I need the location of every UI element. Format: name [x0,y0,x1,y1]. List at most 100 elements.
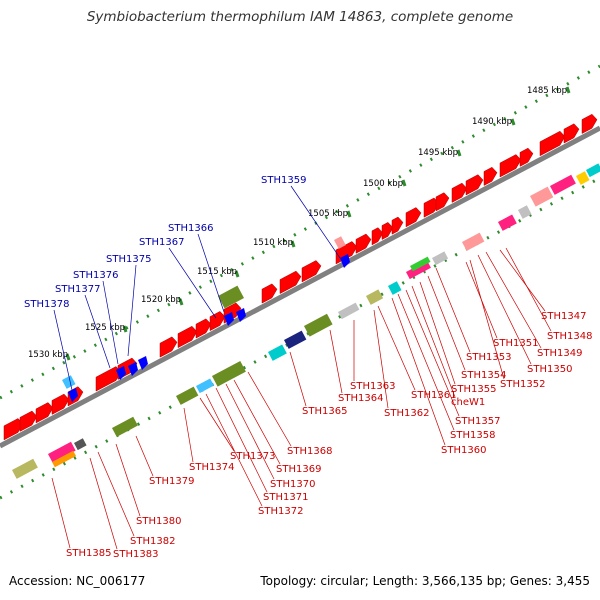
gene-label-sth1352[interactable]: STH1352 [500,379,545,390]
callout-line [419,281,456,385]
highlight-gene-arrow [236,308,246,322]
gene-label-sth1358[interactable]: STH1358 [450,430,495,441]
gene-label-sth1371[interactable]: STH1371 [263,492,308,503]
gene-annotation-box [196,378,214,394]
gene-arrow [391,216,404,235]
callout-line [199,397,235,452]
gene-annotation-box [176,386,199,405]
gene-annotation-box [74,438,87,451]
gene-label-sth1353[interactable]: STH1353 [466,352,511,363]
gene-annotation-box [211,360,246,387]
scale-major-tick [178,298,184,306]
gene-arrow [209,311,226,332]
callout-line [102,280,119,365]
gene-annotation-box [284,330,307,349]
gene-label-sth1370[interactable]: STH1370 [270,479,315,490]
gene-label-sth1359[interactable]: STH1359 [261,175,306,186]
gene-label-sth1354[interactable]: STH1354 [461,370,506,381]
scale-major-tick [565,86,571,94]
gene-label-group: STH1347 STH1348 STH1349 STH1350 STH1351 STH13… [24,175,592,560]
gene-label-sth1376[interactable]: STH1376 [73,270,118,281]
gene-label-sth1347[interactable]: STH1347 [541,311,586,322]
gene-label-sth1372[interactable]: STH1372 [258,506,303,517]
gene-annotation-box [12,458,38,479]
gene-annotation-box [576,171,590,185]
gene-label-sth1362[interactable]: STH1362 [384,408,429,419]
gene-label-sth1363[interactable]: STH1363 [350,381,395,392]
scale-major-tick [122,325,128,333]
scale-major-tick [401,179,407,187]
callout-line [115,443,141,517]
feature-track [3,113,600,479]
gene-annotation-box [365,289,384,305]
gene-label-sth1349[interactable]: STH1349 [537,348,582,359]
callout-line [435,267,471,353]
callout-line [197,233,225,313]
gene-annotation-box [550,174,576,195]
callout-line [485,251,542,349]
gene-label-sth1373[interactable]: STH1373 [230,451,275,462]
gene-label-sth1378[interactable]: STH1378 [24,299,69,310]
gene-arrow [261,283,278,304]
accession-text: Accession: NC_006177 [9,574,146,588]
gene-annotation-box [47,441,76,463]
gene-arrow [381,222,394,240]
highlight-gene-arrow [340,254,350,268]
gene-label-sth1351[interactable]: STH1351 [493,338,538,349]
gene-label-sth1380[interactable]: STH1380 [136,516,181,527]
gene-label-sth1361[interactable]: STH1361 [411,390,456,401]
gene-label-sth1364[interactable]: STH1364 [338,393,383,404]
gene-arrow [539,130,566,157]
gene-label-sth1357[interactable]: STH1357 [455,416,500,427]
gene-annotation-box [431,251,449,266]
gene-arrow [465,174,484,196]
callout-line [84,294,111,369]
highlight-gene-arrow [68,388,78,402]
gene-annotation-box [410,256,431,272]
genome-backbone [0,125,600,449]
gene-label-sth1383[interactable]: STH1383 [113,549,158,560]
callout-line [247,371,292,447]
callout-line [373,309,389,409]
gene-annotation-box [518,205,532,219]
gene-annotation-box [61,375,76,389]
gene-label-sth1377[interactable]: STH1377 [55,284,100,295]
gene-label-sth1366[interactable]: STH1366 [168,223,213,234]
gene-label-chew1[interactable]: cheW1 [451,397,485,408]
callout-line [53,309,73,391]
gene-annotation-box [497,214,517,231]
callout-line [205,393,263,507]
gene-label-sth1355[interactable]: STH1355 [451,384,496,395]
highlight-gene-arrow [224,312,234,326]
gene-label-sth1367[interactable]: STH1367 [139,237,184,248]
gene-label-sth1385[interactable]: STH1385 [66,548,111,559]
scale-label: 1495 kbp [418,148,458,158]
scale-label: 1505 kbp [308,209,348,219]
callout-line [168,247,217,319]
callout-line [411,285,456,398]
callout-line [215,387,268,493]
gene-label-sth1365[interactable]: STH1365 [302,406,347,417]
gene-label-sth1379[interactable]: STH1379 [149,476,194,487]
gene-label-sth1350[interactable]: STH1350 [527,364,572,375]
gene-label-sth1375[interactable]: STH1375 [106,254,151,265]
gene-arrow [279,270,302,295]
scale-label-group: 1485 kbp 1490 kbp 1495 kbp 1500 kbp 1505 kbp… [28,86,567,360]
gene-label-sth1368[interactable]: STH1368 [287,446,332,457]
gene-annotation-box [267,344,287,361]
scale-label: 1515 kbp [197,267,237,277]
gene-arrow [177,325,198,349]
gene-label-sth1369[interactable]: STH1369 [276,464,321,475]
gene-label-sth1382[interactable]: STH1382 [130,536,175,547]
callout-line [51,477,71,549]
callout-line [505,247,552,332]
highlight-gene-arrow [116,366,126,380]
scale-major-tick [234,270,240,278]
gene-annotation-box [462,232,485,251]
callout-line [329,329,343,394]
gene-label-sth1348[interactable]: STH1348 [547,331,592,342]
gene-label-sth1374[interactable]: STH1374 [189,462,234,473]
gene-label-sth1360[interactable]: STH1360 [441,445,486,456]
gene-annotation-box [334,236,346,249]
